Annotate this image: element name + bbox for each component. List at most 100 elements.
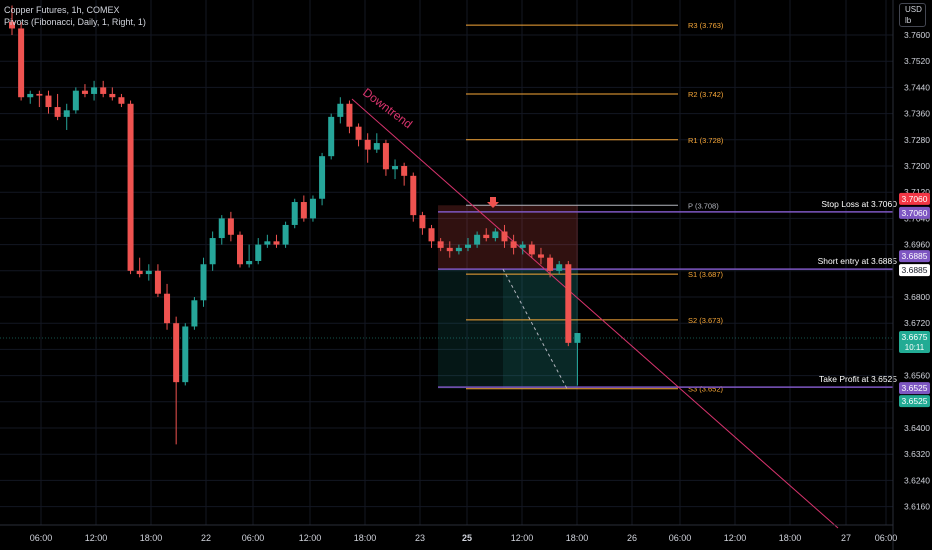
candle-body [419, 215, 426, 229]
candle-body [547, 257, 554, 271]
candle-body [537, 254, 544, 258]
projection-line [502, 268, 568, 389]
price-tick-label: 3.6960 [904, 240, 930, 250]
bearish-candle [54, 93, 61, 121]
candle-body [154, 270, 161, 294]
candle-body [145, 270, 152, 275]
candle-body [364, 139, 371, 150]
price-tick-label: 3.6560 [904, 371, 930, 381]
bullish-candle [145, 264, 152, 281]
trade-level-lines: Stop Loss at 3.7060 Short entry at 3.6885… [438, 199, 897, 388]
trade-zones [438, 205, 578, 389]
stop-loss-level-tag [899, 206, 930, 219]
bearish-candle [401, 162, 408, 186]
pivot-label: S2 (3.673) [688, 316, 724, 325]
stop-loss-tag-text: 3.7060 [902, 194, 928, 204]
bearish-candle [9, 5, 15, 35]
bullish-candle [519, 241, 526, 255]
candle-body [319, 156, 326, 199]
take-profit-label: Take Profit at 3.6525 [819, 374, 897, 384]
candle-body [54, 107, 61, 117]
time-tick-label: 12:00 [85, 533, 108, 543]
price-tick-label: 3.7600 [904, 30, 930, 40]
pivot-lines: R3 (3.763) R2 (3.742) R1 (3.728) P (3.708) S… [0, 21, 893, 394]
time-tick-label: 18:00 [140, 533, 163, 543]
time-tick-label: 18:00 [566, 533, 589, 543]
candle-body [182, 326, 189, 383]
current-price-tag [899, 330, 930, 353]
candle-body [164, 293, 171, 324]
candle-body [455, 247, 462, 252]
candle-body [72, 90, 79, 111]
time-tick-label: 12:00 [724, 533, 747, 543]
bullish-candle [191, 297, 198, 330]
entry-tag [899, 264, 930, 277]
candle-body [483, 234, 490, 239]
time-tick-label: 12:00 [511, 533, 534, 543]
unit-selector[interactable]: USD lb [899, 3, 926, 27]
entry-level-tag [899, 250, 930, 263]
bullish-candle [392, 159, 399, 180]
candle-body [18, 28, 25, 98]
entry-tag-text: 3.6885 [902, 265, 928, 275]
bearish-candle [100, 80, 107, 98]
candle-body [355, 126, 362, 140]
bearish-candle [36, 90, 43, 108]
time-tick-label: 06:00 [30, 533, 53, 543]
candle-body [227, 218, 234, 235]
bullish-candle [474, 231, 481, 248]
candle-body [264, 241, 271, 245]
candle-body [127, 103, 134, 271]
bearish-candle [419, 211, 426, 235]
time-tick-label: 06:00 [669, 533, 692, 543]
bearish-candle [547, 254, 554, 278]
bearish-candle [437, 238, 444, 252]
stop-loss-label: Stop Loss at 3.7060 [821, 199, 897, 209]
candle-body [556, 264, 563, 271]
candle-body [173, 323, 180, 383]
bullish-candle [574, 333, 581, 386]
candle-body [392, 166, 399, 170]
indicator-legend[interactable]: Pivots (Fibonacci, Daily, 1, Right, 1) [4, 17, 146, 27]
time-tick-label: 06:00 [875, 533, 898, 543]
candle-body [246, 260, 253, 265]
pivot-label: P (3.708) [688, 201, 719, 210]
candle-body [328, 116, 335, 157]
pivot-label: S1 (3.687) [688, 270, 724, 279]
candle-body [501, 231, 508, 242]
candle-body [574, 333, 581, 343]
bullish-candle [373, 133, 380, 153]
measure-label: lb [905, 16, 912, 25]
candle-body [346, 103, 353, 127]
candle-body [118, 97, 125, 104]
take-profit-level-tag-text: 3.6525 [902, 383, 928, 393]
candle-body [528, 244, 535, 255]
price-tick-label: 3.6400 [904, 423, 930, 433]
candle-body [100, 87, 107, 94]
stop-loss-tag [899, 192, 930, 205]
price-tick-label: 3.6800 [904, 292, 930, 302]
bearish-candle [428, 224, 435, 248]
bullish-candle [291, 198, 298, 229]
candle-body [109, 93, 116, 98]
bearish-candle [364, 133, 371, 163]
candle-body [136, 270, 143, 275]
bearish-candle [346, 100, 353, 134]
pivot-label: R2 (3.742) [688, 90, 724, 99]
take-profit-tag-text: 3.6525 [902, 396, 928, 406]
time-axis: 06:00 12:00 18:00 22 06:00 12:00 18:00 23 25 12:0… [0, 524, 898, 543]
candle-body [209, 238, 216, 265]
price-tick-label: 3.6160 [904, 502, 930, 512]
bearish-candle [45, 90, 52, 114]
chart-title: Copper Futures, 1h, COMEX [4, 5, 120, 15]
bearish-candle [382, 139, 389, 176]
bullish-candle [556, 260, 563, 275]
price-tick-label: 3.7360 [904, 109, 930, 119]
candles [9, 5, 581, 445]
bearish-candle [109, 87, 116, 101]
bearish-candle [446, 241, 453, 258]
time-tick-label: 18:00 [354, 533, 377, 543]
candle-body [27, 93, 34, 98]
price-tick-label: 3.7200 [904, 161, 930, 171]
